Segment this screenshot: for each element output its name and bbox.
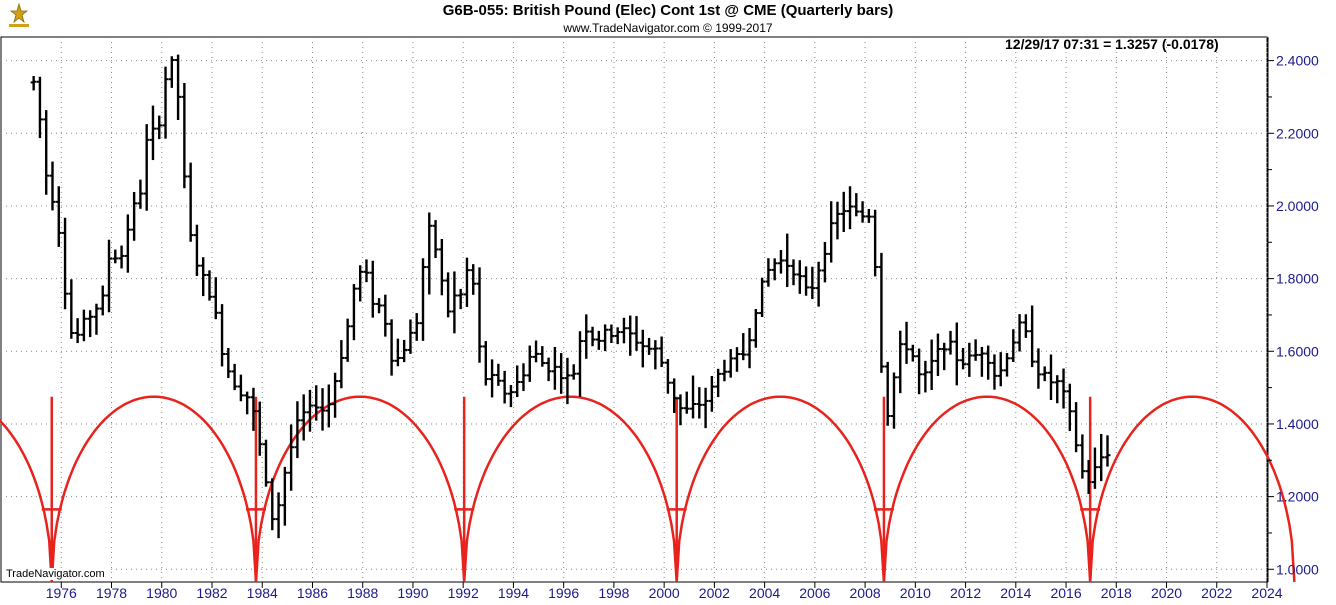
x-tick-label: 1976 [46,585,77,601]
plot-area [0,36,1268,583]
x-tick-label: 1984 [247,585,278,601]
last-price-readout: 12/29/17 07:31 = 1.3257 (-0.0178) [1005,36,1219,52]
x-tick-label: 2008 [850,585,881,601]
chart-title: G6B-055: British Pound (Elec) Cont 1st @… [442,2,894,19]
x-tick-label: 1988 [347,585,378,601]
y-axis-ticks: 1.0000 1.2000 1.4000 1.6000 1.8000 2.0000 2.20… [1268,53,1319,577]
x-tick-label: 1998 [598,585,629,601]
y-tick-label: 2.0000 [1276,198,1319,214]
x-tick-label: 2006 [799,585,830,601]
cycle-arc [462,395,678,583]
cycle-overlay [0,395,1296,583]
cycle-arc [882,395,1092,583]
x-tick-label: 1992 [448,585,479,601]
x-tick-label: 1990 [397,585,428,601]
y-tick-label: 2.2000 [1276,125,1319,141]
x-tick-label: 2010 [900,585,931,601]
trade-navigator-logo-icon [9,2,29,27]
x-tick-label: 1994 [498,585,529,601]
y-tick-label: 1.4000 [1276,416,1319,432]
cycle-arc [675,395,886,583]
x-tick-label: 2016 [1050,585,1081,601]
x-tick-label: 1978 [96,585,127,601]
x-tick-label: 2018 [1101,585,1132,601]
grid-lines [1,37,1268,582]
x-tick-label: 1980 [146,585,177,601]
x-tick-label: 2022 [1201,585,1232,601]
x-tick-label: 2014 [1000,585,1031,601]
x-tick-label: 1982 [196,585,227,601]
x-tick-label: 2012 [950,585,981,601]
y-tick-label: 1.6000 [1276,343,1319,359]
cycle-arc [1088,395,1296,583]
chart-subtitle: www.TradeNavigator.com © 1999-2017 [563,21,773,35]
y-tick-label: 2.4000 [1276,53,1319,69]
x-tick-label: 2000 [649,585,680,601]
cycle-arc [0,419,53,583]
x-tick-label: 2024 [1251,585,1282,601]
y-tick-label: 1.0000 [1276,561,1319,577]
x-axis-ticks: 1976 1978 1980 1982 1984 1986 1988 1990 1992 1994… [46,582,1283,601]
y-tick-label: 1.2000 [1276,489,1319,505]
x-tick-label: 2020 [1151,585,1182,601]
y-tick-label: 1.8000 [1276,271,1319,287]
price-bars [30,54,1111,539]
x-tick-label: 2002 [699,585,730,601]
watermark: TradeNavigator.com [4,568,107,580]
x-tick-label: 1986 [297,585,328,601]
cycle-arc [50,395,258,583]
x-tick-label: 2004 [749,585,780,601]
x-tick-label: 1996 [548,585,579,601]
